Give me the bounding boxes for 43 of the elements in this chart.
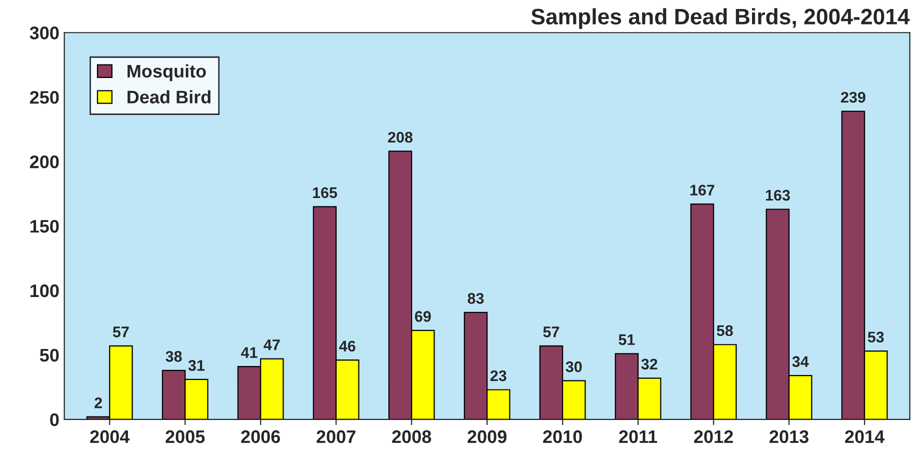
y-tick-label: 200: [30, 155, 59, 168]
data-label: 53: [868, 332, 884, 343]
data-label: 51: [618, 334, 635, 346]
data-label: 46: [339, 340, 356, 352]
x-tick-label: 2009: [468, 430, 506, 444]
data-label: 58: [716, 325, 733, 336]
data-label: 57: [543, 326, 560, 338]
data-label: 32: [641, 358, 658, 370]
data-label: 163: [766, 190, 790, 201]
data-label: 47: [264, 340, 280, 350]
data-label: 30: [566, 361, 582, 372]
data-label: 239: [840, 92, 866, 103]
data-label: 69: [414, 311, 431, 322]
chart-title: Samples and Dead Birds, 2004-2014: [531, 8, 910, 29]
y-tick-label: 150: [30, 220, 59, 233]
x-tick-label: 2010: [543, 430, 582, 444]
x-tick-label: 2005: [166, 430, 205, 444]
legend-label: Mosquito: [128, 64, 206, 82]
data-label: 83: [468, 292, 484, 304]
data-label: 165: [312, 187, 338, 198]
legend-label: Dead Bird: [128, 90, 210, 104]
x-tick-label: 2004: [90, 430, 130, 444]
y-tick-label: 100: [30, 284, 59, 298]
data-label: 208: [388, 132, 413, 143]
data-label: 167: [690, 184, 714, 196]
x-tick-label: 2014: [845, 430, 885, 444]
data-label: 34: [792, 356, 809, 368]
data-label: 41: [241, 347, 258, 358]
y-tick-label: 50: [40, 348, 59, 362]
y-tick-label: 250: [30, 91, 59, 104]
x-tick-label: 2007: [316, 430, 356, 444]
data-label: 31: [188, 360, 205, 371]
data-label: 38: [166, 351, 182, 362]
x-tick-label: 2011: [619, 430, 658, 444]
x-tick-label: 2013: [770, 430, 808, 444]
y-tick-label: 0: [50, 413, 59, 426]
x-tick-label: 2008: [392, 430, 432, 444]
x-tick-label: 2006: [241, 430, 280, 444]
data-label: 57: [112, 326, 129, 338]
y-tick-label: 300: [30, 26, 59, 40]
data-label: 2: [94, 397, 102, 408]
x-tick-label: 2012: [694, 430, 733, 444]
data-label: 23: [490, 370, 506, 382]
